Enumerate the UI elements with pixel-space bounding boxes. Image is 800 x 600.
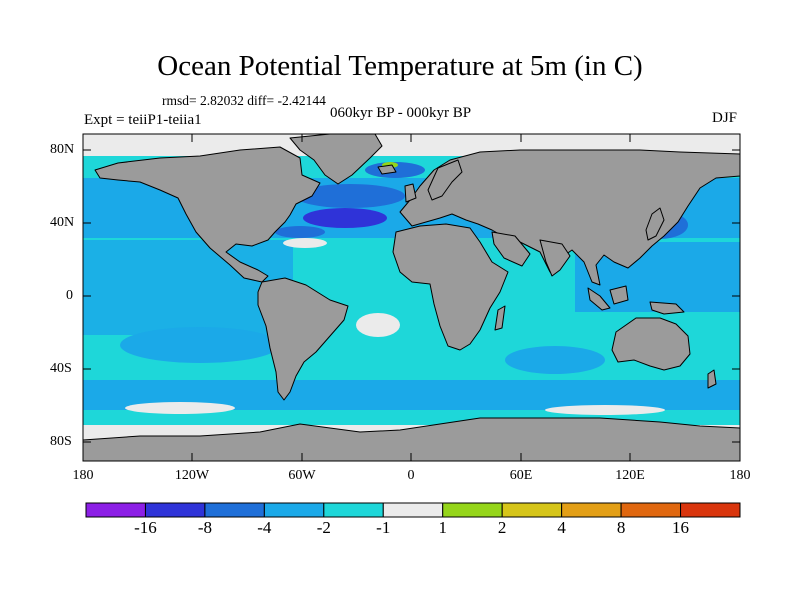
lon-tick-marks xyxy=(191,134,631,461)
lon-label-0: 0 xyxy=(407,468,415,483)
land-india xyxy=(539,239,571,277)
colorbar-swatch xyxy=(620,502,682,518)
lon-label-180-west: 180 xyxy=(72,468,94,483)
land-new-zealand xyxy=(707,369,717,389)
land-masses xyxy=(83,134,740,461)
land-south-america xyxy=(257,277,349,401)
colorbar-label: -4 xyxy=(257,518,272,537)
ocean-field-patch-4 xyxy=(545,405,665,415)
colorbar-swatch xyxy=(561,502,622,518)
land-new-guinea xyxy=(649,301,685,315)
lon-label-180-east: 180 xyxy=(729,468,751,483)
ocean-field-north-atlantic xyxy=(295,184,405,208)
colorbar-label: -8 xyxy=(197,518,212,537)
land-madagascar xyxy=(494,305,506,331)
season-label: DJF xyxy=(712,110,738,126)
colorbar-label: 2 xyxy=(497,518,507,537)
lon-label-120e: 120E xyxy=(615,468,645,483)
colorbar-swatch xyxy=(680,502,741,518)
land-japan xyxy=(645,207,665,241)
land-sumatra xyxy=(587,287,611,311)
colorbar-label: 8 xyxy=(616,518,626,537)
land-africa xyxy=(392,223,509,351)
colorbar-swatch xyxy=(442,502,503,518)
lon-label-120w: 120W xyxy=(174,468,210,483)
land-north-america xyxy=(94,146,321,283)
lon-label-60w: 60W xyxy=(288,468,316,483)
experiment-label: Expt = teiiP1-teiia1 xyxy=(84,112,202,128)
ocean-field-patch-1 xyxy=(283,238,327,248)
colorbar-swatch xyxy=(323,502,384,518)
land-british-isles xyxy=(404,183,417,203)
land-arabia xyxy=(491,231,531,267)
colorbar-swatch xyxy=(204,502,265,518)
land-greenland xyxy=(289,134,383,185)
colorbar xyxy=(85,502,741,518)
land-antarctica xyxy=(83,417,740,461)
land-eurasia xyxy=(399,149,740,286)
ocean-field-atlantic-core xyxy=(303,208,387,228)
lat-label-40n: 40N xyxy=(50,215,75,230)
ocean-field-patch-3 xyxy=(125,402,235,414)
land-borneo xyxy=(609,285,629,305)
colorbar-swatch xyxy=(501,502,563,518)
ocean-field-east-pacific xyxy=(83,240,293,335)
rmsd-diff-stats: rmsd= 2.82032 diff= -2.42144 xyxy=(162,93,326,108)
colorbar-label: 16 xyxy=(672,518,690,537)
lon-label-60e: 60E xyxy=(509,468,533,483)
map-title: Ocean Potential Temperature at 5m (in C) xyxy=(157,50,643,82)
lat-label-0: 0 xyxy=(66,288,73,303)
colorbar-label: 4 xyxy=(557,518,566,537)
land-australia xyxy=(611,317,691,371)
colorbar-label: 1 xyxy=(438,518,447,537)
lat-label-80s: 80S xyxy=(50,434,72,449)
lat-label-40s: 40S xyxy=(50,361,72,376)
ocean-field-south-pacific xyxy=(120,327,280,363)
colorbar-label: -2 xyxy=(316,518,331,537)
lat-label-80n: 80N xyxy=(50,142,75,157)
colorbar-swatch xyxy=(85,502,146,518)
colorbar-label: -1 xyxy=(376,518,391,537)
lat-tick-marks xyxy=(83,149,740,443)
ocean-field-patch-2 xyxy=(356,313,400,337)
map-field xyxy=(83,134,740,461)
land-iceland xyxy=(377,164,397,175)
colorbar-label: -16 xyxy=(134,518,157,537)
period-label: 060kyr BP - 000kyr BP xyxy=(330,105,472,121)
ocean-field-gulf-stream-south xyxy=(275,226,325,238)
colorbar-swatch xyxy=(382,502,444,518)
colorbar-swatch xyxy=(144,502,206,518)
ocean-field-indian-ocean xyxy=(505,346,605,374)
colorbar-swatch xyxy=(263,502,325,518)
land-scandinavia xyxy=(427,159,463,201)
